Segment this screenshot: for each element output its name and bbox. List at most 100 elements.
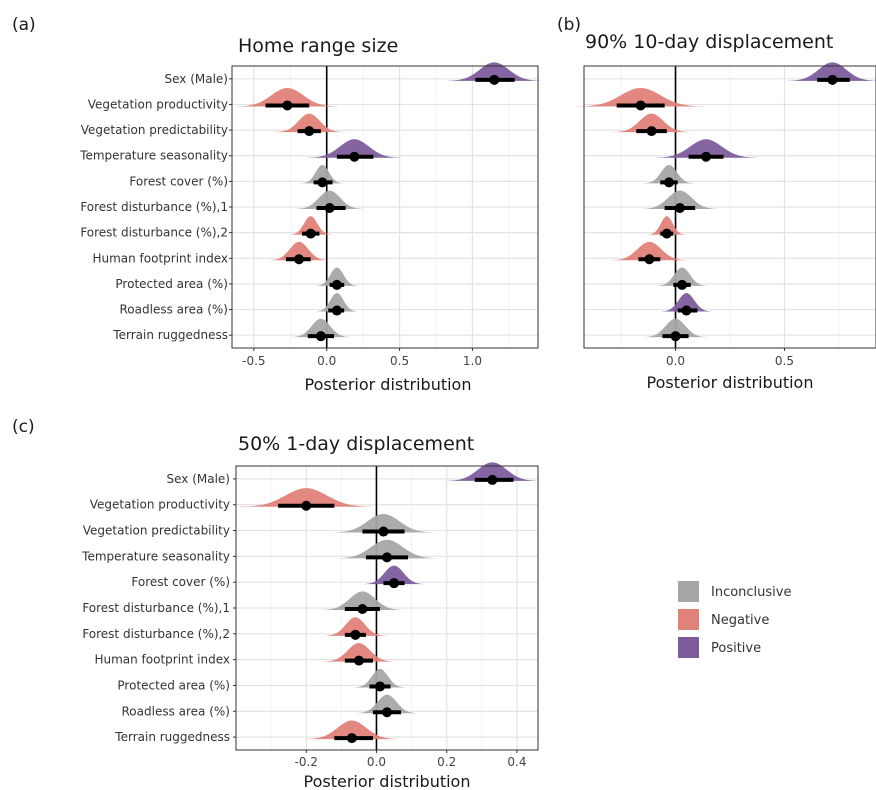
legend-swatch-positive bbox=[678, 637, 699, 658]
posterior-median-point bbox=[670, 331, 681, 342]
posterior-density bbox=[611, 241, 688, 261]
panel-a: Sex (Male) Vegetation productivity Vegetat… bbox=[79, 62, 541, 368]
x-tick-label: 0.5 bbox=[390, 354, 409, 368]
posterior-median-point bbox=[663, 177, 674, 188]
posterior-median-point bbox=[646, 126, 657, 137]
panel-letter-c: (c) bbox=[12, 417, 35, 437]
y-tick-label: Vegetation predictability bbox=[81, 123, 228, 137]
posterior-median-point bbox=[677, 279, 688, 290]
y-tick-label: Forest disturbance (%),1 bbox=[80, 200, 228, 214]
posterior-median-point bbox=[382, 552, 392, 563]
x-tick-label: 0.2 bbox=[437, 755, 456, 769]
posterior-density bbox=[661, 293, 712, 312]
panel-title-c: 50% 1-day displacement bbox=[238, 433, 474, 455]
posterior-density bbox=[315, 267, 359, 286]
posterior-median-point bbox=[301, 500, 312, 511]
posterior-density bbox=[236, 88, 339, 107]
legend-label-negative: Negative bbox=[711, 613, 769, 628]
posterior-density bbox=[291, 318, 351, 338]
posterior-density bbox=[613, 113, 690, 133]
x-tick-label: -0.5 bbox=[242, 354, 265, 368]
x-tick-label: 0.0 bbox=[367, 755, 386, 769]
y-tick-label: Protected area (%) bbox=[117, 678, 230, 692]
legend-label-positive: Positive bbox=[711, 641, 761, 656]
posterior-density bbox=[356, 694, 418, 714]
posterior-median-point bbox=[349, 151, 360, 162]
posterior-density bbox=[655, 139, 757, 158]
posterior-median-point bbox=[350, 629, 361, 640]
posterior-density bbox=[656, 267, 708, 286]
y-tick-label: Human footprint index bbox=[92, 251, 228, 265]
posterior-median-point bbox=[294, 254, 305, 265]
posterior-median-point bbox=[644, 254, 655, 265]
posterior-median-point bbox=[282, 100, 293, 111]
posterior-median-point bbox=[661, 228, 672, 239]
posterior-median-point bbox=[389, 578, 400, 589]
y-tick-label: Protected area (%) bbox=[115, 277, 228, 291]
posterior-density bbox=[239, 488, 373, 507]
x-axis-label-a: Posterior distribution bbox=[305, 375, 472, 394]
posterior-median-point bbox=[674, 203, 685, 213]
posterior-density bbox=[335, 539, 439, 559]
posterior-median-point bbox=[378, 526, 389, 537]
posterior-density bbox=[354, 668, 406, 688]
posterior-median-point bbox=[487, 474, 498, 485]
posterior-median-point bbox=[827, 74, 838, 85]
posterior-density bbox=[446, 462, 539, 481]
posterior-median-point bbox=[489, 74, 500, 85]
posterior-median-point bbox=[317, 177, 328, 188]
y-tick-label: Terrain ruggedness bbox=[114, 730, 230, 744]
y-tick-label: Vegetation productivity bbox=[88, 97, 228, 111]
posterior-density bbox=[321, 591, 404, 610]
posterior-median-point bbox=[346, 733, 357, 744]
posterior-density bbox=[289, 216, 332, 235]
panel-title-a: Home range size bbox=[238, 35, 398, 57]
posterior-median-point bbox=[324, 203, 335, 213]
panel-c: Sex (Male) Vegetation productivity Vegetat… bbox=[81, 462, 539, 769]
panel-title-b: 90% 10-day displacement bbox=[585, 31, 833, 53]
y-tick-label: Roadless area (%) bbox=[120, 303, 229, 317]
y-tick-label: Terrain ruggedness bbox=[112, 328, 228, 342]
posterior-density bbox=[363, 565, 425, 585]
plot-border bbox=[583, 65, 876, 349]
y-tick-label: Vegetation productivity bbox=[90, 498, 230, 512]
posterior-density bbox=[643, 318, 708, 338]
posterior-density bbox=[323, 643, 395, 662]
posterior-density bbox=[447, 62, 541, 81]
posterior-density bbox=[305, 720, 398, 740]
x-tick-label: 1.0 bbox=[463, 354, 482, 368]
posterior-density bbox=[788, 62, 876, 81]
y-tick-label: Temperature seasonality bbox=[79, 149, 228, 163]
legend-label-inconclusive: Inconclusive bbox=[711, 585, 792, 600]
posterior-density bbox=[324, 617, 387, 636]
posterior-median-point bbox=[374, 681, 385, 692]
posterior-density bbox=[295, 190, 364, 209]
posterior-density bbox=[332, 513, 435, 533]
legend-swatch-negative bbox=[678, 609, 699, 630]
y-tick-label: Temperature seasonality bbox=[81, 549, 230, 563]
y-tick-label: Vegetation predictability bbox=[83, 524, 230, 538]
panel-letter-b: (b) bbox=[557, 15, 581, 35]
x-tick-label: 0.4 bbox=[507, 755, 526, 769]
posterior-median-point bbox=[382, 707, 392, 718]
x-tick-label: 0.0 bbox=[666, 354, 685, 368]
posterior-median-point bbox=[357, 604, 368, 614]
x-axis-label-c: Posterior distribution bbox=[304, 772, 471, 790]
posterior-median-point bbox=[315, 331, 326, 342]
posterior-median-point bbox=[331, 305, 342, 316]
y-tick-label: Forest cover (%) bbox=[129, 174, 228, 188]
posterior-density bbox=[315, 293, 359, 312]
legend-swatch-inconclusive bbox=[678, 581, 699, 602]
y-tick-label: Sex (Male) bbox=[165, 72, 229, 86]
y-tick-label: Forest disturbance (%),1 bbox=[82, 601, 230, 615]
posterior-median-point bbox=[353, 655, 364, 666]
posterior-density bbox=[275, 113, 344, 133]
posterior-density bbox=[301, 164, 344, 184]
x-tick-label: 0.0 bbox=[317, 354, 336, 368]
y-tick-label: Forest cover (%) bbox=[131, 575, 230, 589]
posterior-density bbox=[307, 139, 402, 158]
posterior-median-point bbox=[331, 279, 342, 290]
x-tick-label: 0.5 bbox=[775, 354, 794, 368]
panel-b: 0.0 0.5 bbox=[577, 62, 876, 368]
